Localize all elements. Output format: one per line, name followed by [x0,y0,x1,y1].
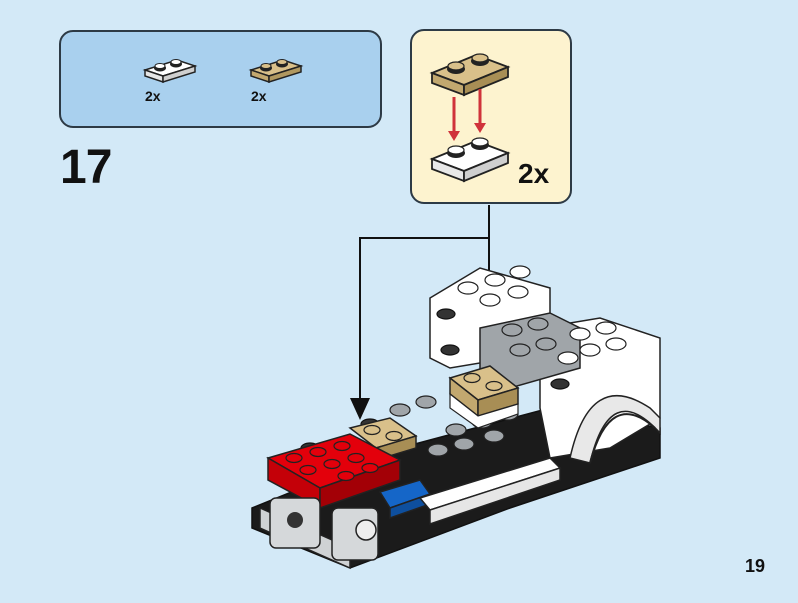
tan-plate-icon [248,59,304,84]
step-number: 17 [60,141,112,194]
callout-tan-plate-icon [429,53,511,97]
white-plate-icon [142,59,198,84]
callout-white-plate-icon [429,137,511,183]
white-plate-qty: 2x [145,88,161,104]
car-model-illustration [251,265,661,570]
callout-arrows [448,89,486,141]
parts-item-tan-plate: 2x [248,56,309,106]
subassembly-callout: 2x [410,29,572,204]
front-wheel-hub [269,497,379,561]
parts-item-white-plate: 2x [142,56,203,106]
callout-multiplier: 2x [518,158,550,189]
red-brick-front [266,433,402,510]
parts-list-box: 2x 2x [59,30,382,128]
subassembly-diagram [429,53,511,183]
tan-plate-placed-center [448,365,520,418]
tan-plate-qty: 2x [251,88,267,104]
top-white-studs [457,265,627,365]
page-number: 19 [745,556,766,576]
